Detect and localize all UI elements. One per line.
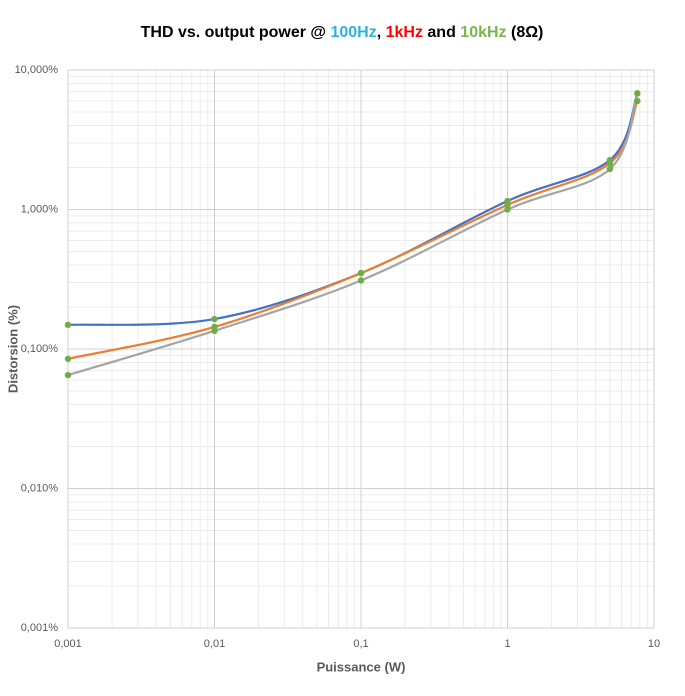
title-part: 100Hz [330,24,376,41]
title-part: THD vs. output power @ [141,24,331,41]
y-tick-label: 10,000% [15,64,59,76]
title-part: 10kHz [460,24,506,41]
x-tick-label: 10 [648,638,660,650]
data-point [211,327,218,335]
data-point [634,90,641,97]
data-point [504,201,511,209]
data-point [64,321,72,329]
data-point [504,206,511,213]
title-part: , [377,24,386,41]
data-point [211,315,218,323]
y-tick-label: 0,001% [21,622,59,634]
data-point [357,269,365,277]
data-point [357,277,365,284]
x-axis-label: Puissance (W) [317,659,406,674]
data-point [64,355,72,363]
plot-border [67,69,655,629]
y-tick-label: 0,100% [21,343,59,355]
data-point [64,371,72,379]
x-tick-label: 1 [504,638,510,650]
y-axis-label: Distorsion (%) [5,305,20,393]
data-point [606,165,614,173]
title-part: 1kHz [386,24,423,41]
x-tick-label: 0,01 [204,638,225,650]
y-tick-label: 1,000% [21,203,59,215]
chart-title: THD vs. output power @ 100Hz, 1kHz and 1… [141,24,544,41]
data-point [606,159,614,167]
x-tick-label: 0,1 [353,638,368,650]
x-tick-label: 0,001 [54,638,82,650]
title-part: (8Ω) [507,24,544,41]
y-tick-label: 0,010% [21,482,59,494]
data-point [634,97,641,105]
title-part: and [423,24,460,41]
